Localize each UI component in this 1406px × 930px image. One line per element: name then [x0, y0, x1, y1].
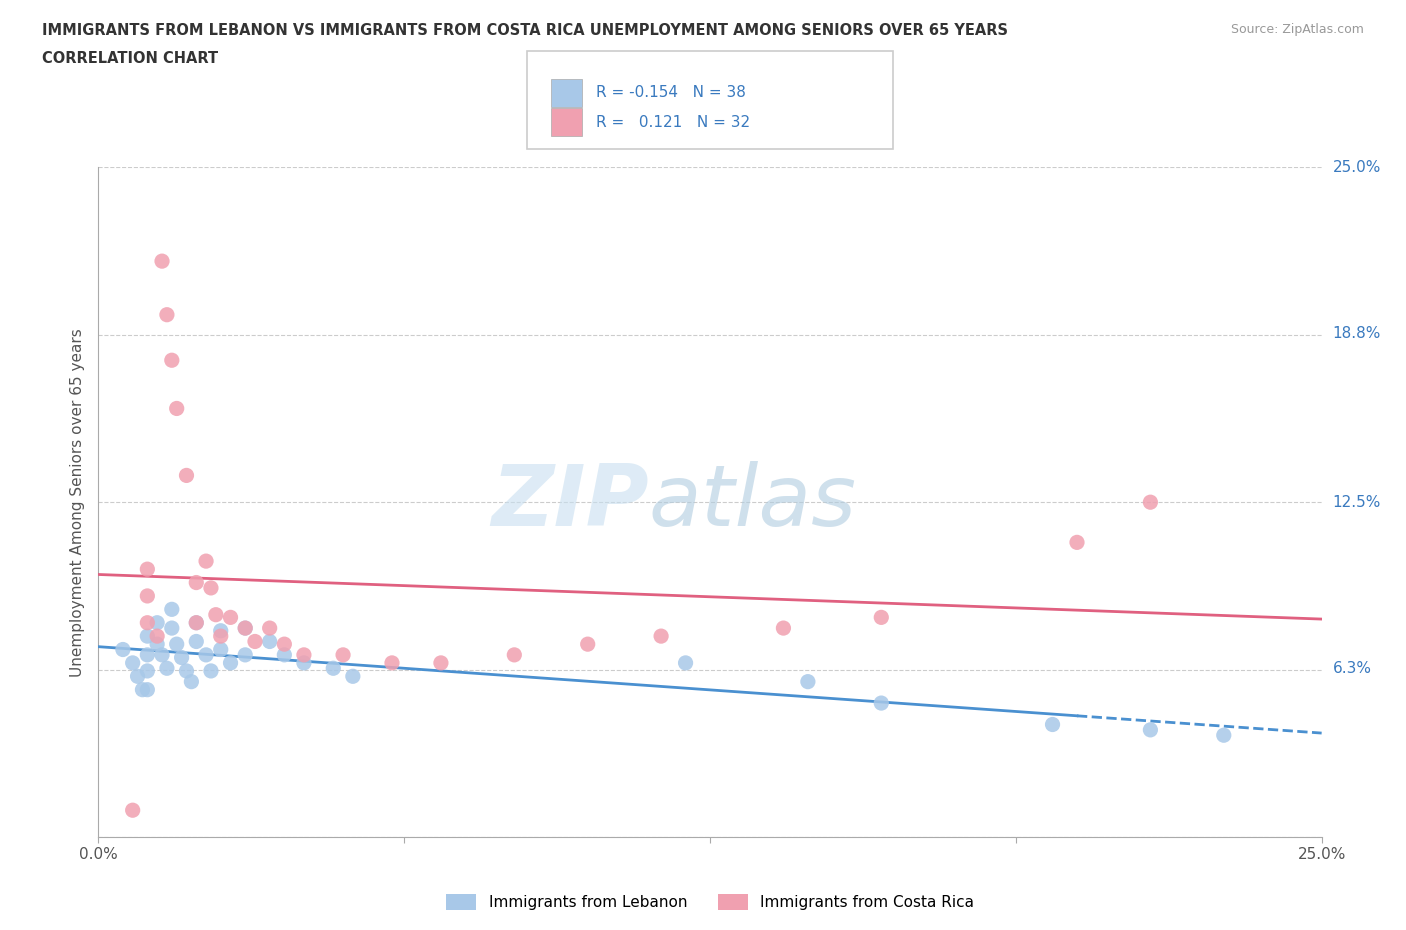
Point: [136, 629, 159, 644]
Point: [205, 607, 228, 622]
Point: [430, 656, 453, 671]
Point: [292, 647, 315, 662]
Text: 18.8%: 18.8%: [1333, 326, 1381, 341]
Point: [195, 553, 218, 568]
Text: 25.0%: 25.0%: [1333, 160, 1381, 175]
Point: [332, 647, 354, 662]
Point: [259, 634, 281, 649]
Point: [243, 634, 266, 649]
Point: [322, 661, 344, 676]
Point: [675, 656, 697, 671]
Point: [772, 620, 794, 635]
Point: [146, 629, 169, 644]
Point: [292, 656, 315, 671]
Point: [219, 610, 242, 625]
Point: [176, 663, 198, 678]
Text: 6.3%: 6.3%: [1333, 660, 1372, 676]
Point: [111, 642, 134, 657]
Point: [166, 401, 188, 416]
Point: [156, 661, 179, 676]
Point: [209, 623, 232, 638]
Text: 12.5%: 12.5%: [1333, 495, 1381, 510]
Point: [186, 616, 208, 631]
Point: [146, 637, 169, 652]
Point: [186, 634, 208, 649]
Point: [342, 669, 364, 684]
Point: [233, 620, 256, 635]
Point: [150, 647, 173, 662]
Point: [200, 580, 222, 595]
Point: [136, 663, 159, 678]
Text: CORRELATION CHART: CORRELATION CHART: [42, 51, 218, 66]
Point: [233, 647, 256, 662]
Point: [156, 307, 179, 322]
Text: atlas: atlas: [648, 460, 856, 544]
Point: [160, 602, 183, 617]
Text: R =   0.121   N = 32: R = 0.121 N = 32: [596, 114, 751, 129]
Point: [136, 683, 159, 698]
Point: [136, 647, 159, 662]
Text: ZIP: ZIP: [491, 460, 648, 544]
Point: [186, 575, 208, 590]
Point: [1139, 495, 1161, 510]
Legend: Immigrants from Lebanon, Immigrants from Costa Rica: Immigrants from Lebanon, Immigrants from…: [440, 888, 980, 916]
Point: [146, 616, 169, 631]
Point: [136, 589, 159, 604]
Point: [170, 650, 193, 665]
Text: Source: ZipAtlas.com: Source: ZipAtlas.com: [1230, 23, 1364, 36]
Point: [136, 562, 159, 577]
Point: [121, 656, 143, 671]
Point: [503, 647, 526, 662]
Point: [209, 642, 232, 657]
Point: [870, 696, 893, 711]
Point: [650, 629, 672, 644]
Point: [166, 637, 188, 652]
Point: [219, 656, 242, 671]
Point: [121, 803, 143, 817]
Point: [1139, 723, 1161, 737]
Point: [186, 616, 208, 631]
Point: [131, 683, 153, 698]
Point: [273, 637, 295, 652]
Point: [870, 610, 893, 625]
Point: [180, 674, 202, 689]
Text: IMMIGRANTS FROM LEBANON VS IMMIGRANTS FROM COSTA RICA UNEMPLOYMENT AMONG SENIORS: IMMIGRANTS FROM LEBANON VS IMMIGRANTS FR…: [42, 23, 1008, 38]
Point: [200, 663, 222, 678]
Point: [195, 647, 218, 662]
Point: [1042, 717, 1064, 732]
Text: R = -0.154   N = 38: R = -0.154 N = 38: [596, 86, 747, 100]
Point: [233, 620, 256, 635]
Point: [160, 352, 183, 367]
Point: [273, 647, 295, 662]
Point: [259, 620, 281, 635]
Point: [209, 629, 232, 644]
Point: [176, 468, 198, 483]
Point: [150, 254, 173, 269]
Point: [160, 620, 183, 635]
Point: [1212, 728, 1234, 743]
Point: [576, 637, 599, 652]
Point: [136, 616, 159, 631]
Point: [797, 674, 820, 689]
Y-axis label: Unemployment Among Seniors over 65 years: Unemployment Among Seniors over 65 years: [70, 328, 86, 677]
Point: [381, 656, 404, 671]
Point: [127, 669, 149, 684]
Point: [1066, 535, 1088, 550]
